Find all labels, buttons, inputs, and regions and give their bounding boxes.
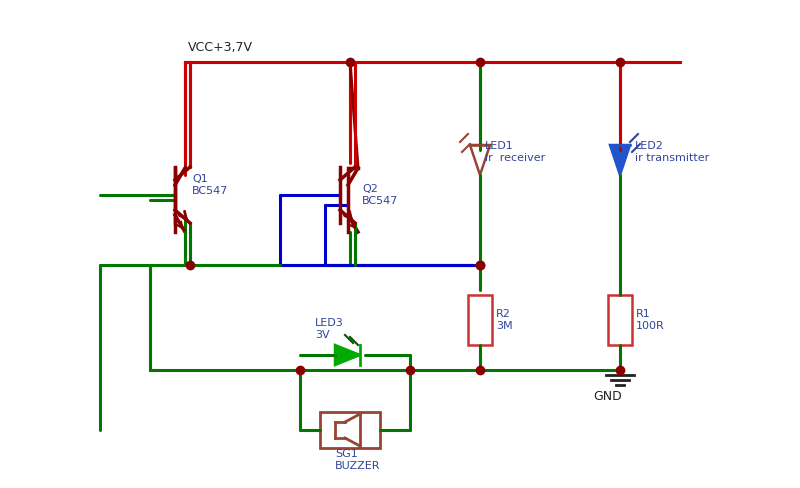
Text: VCC+3,7V: VCC+3,7V	[188, 41, 253, 55]
Text: Q2
BC547: Q2 BC547	[362, 184, 398, 206]
Bar	[608, 295, 632, 345]
Text: R2
3M: R2 3M	[496, 309, 513, 331]
Text: GND: GND	[594, 390, 622, 404]
Bar	[468, 295, 492, 345]
Text: LED2
ir transmitter: LED2 ir transmitter	[635, 141, 710, 163]
Text: SG1
BUZZER: SG1 BUZZER	[335, 449, 381, 471]
Text: Q1
BC547: Q1 BC547	[192, 174, 228, 196]
Bar	[320, 412, 380, 448]
Text: R1
100R: R1 100R	[636, 309, 665, 331]
Polygon shape	[335, 345, 360, 365]
Text: LED1
ir  receiver: LED1 ir receiver	[485, 141, 546, 163]
Text: LED3
3V: LED3 3V	[315, 318, 344, 340]
Polygon shape	[610, 145, 630, 175]
